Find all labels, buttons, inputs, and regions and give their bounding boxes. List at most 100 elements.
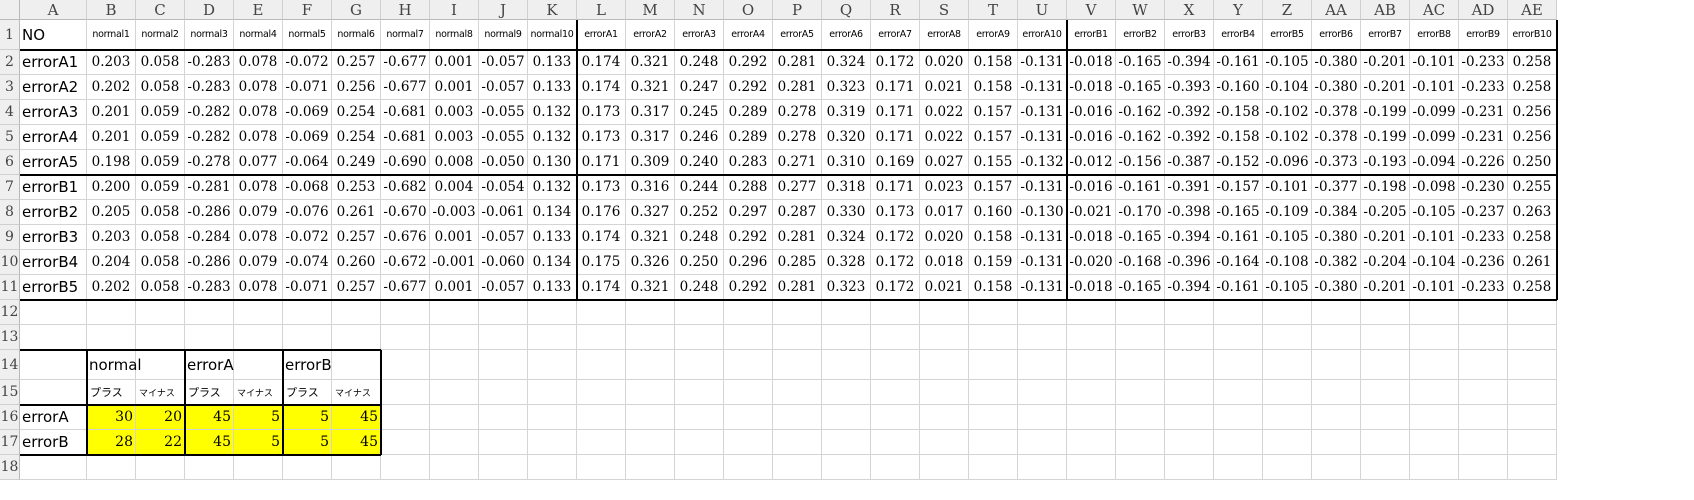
value-cell[interactable]: -0.165: [1116, 225, 1165, 250]
value-cell[interactable]: 0.244: [675, 175, 724, 200]
grid-cell[interactable]: [1459, 380, 1508, 405]
grid-cell[interactable]: [1312, 405, 1361, 430]
value-cell[interactable]: -0.131: [1018, 50, 1067, 75]
value-cell[interactable]: -0.162: [1116, 100, 1165, 125]
value-cell[interactable]: 0.321: [626, 50, 675, 75]
value-cell[interactable]: 0.281: [773, 75, 822, 100]
grid-cell[interactable]: [430, 300, 479, 325]
grid-cell[interactable]: [675, 405, 724, 430]
grid-cell[interactable]: [822, 405, 871, 430]
grid-cell[interactable]: [1312, 455, 1361, 480]
table-header-cell[interactable]: errorA5: [773, 20, 822, 50]
value-cell[interactable]: 0.172: [871, 250, 920, 275]
value-cell[interactable]: -0.101: [1410, 225, 1459, 250]
grid-cell[interactable]: [626, 430, 675, 455]
value-cell[interactable]: -0.201: [1361, 50, 1410, 75]
grid-cell[interactable]: [1459, 405, 1508, 430]
grid-cell[interactable]: [185, 325, 234, 350]
row-label-cell[interactable]: errorA4: [20, 125, 87, 150]
row-header[interactable]: 18: [0, 455, 20, 480]
value-cell[interactable]: 0.175: [577, 250, 626, 275]
row-label-cell[interactable]: errorB3: [20, 225, 87, 250]
value-cell[interactable]: 0.078: [234, 275, 283, 300]
grid-cell[interactable]: [20, 325, 87, 350]
grid-cell[interactable]: [20, 350, 87, 380]
select-all-corner[interactable]: [0, 0, 20, 20]
value-cell[interactable]: 0.289: [724, 100, 773, 125]
grid-cell[interactable]: [283, 325, 332, 350]
grid-cell[interactable]: [577, 350, 626, 380]
value-cell[interactable]: -0.105: [1410, 200, 1459, 225]
grid-cell[interactable]: [87, 300, 136, 325]
value-cell[interactable]: 0.321: [626, 225, 675, 250]
value-cell[interactable]: -0.016: [1067, 100, 1116, 125]
value-cell[interactable]: 0.078: [234, 175, 283, 200]
value-cell[interactable]: 0.003: [430, 100, 479, 125]
grid-cell[interactable]: [871, 380, 920, 405]
grid-cell[interactable]: [1459, 350, 1508, 380]
column-header[interactable]: AD: [1459, 0, 1508, 20]
value-cell[interactable]: 0.058: [136, 200, 185, 225]
value-cell[interactable]: -0.131: [1018, 275, 1067, 300]
grid-cell[interactable]: [969, 405, 1018, 430]
grid-cell[interactable]: [773, 350, 822, 380]
value-cell[interactable]: -0.099: [1410, 100, 1459, 125]
value-cell[interactable]: 0.324: [822, 225, 871, 250]
value-cell[interactable]: 0.257: [332, 225, 381, 250]
grid-cell[interactable]: [1410, 430, 1459, 455]
value-cell[interactable]: -0.072: [283, 225, 332, 250]
column-header[interactable]: E: [234, 0, 283, 20]
value-cell[interactable]: -0.682: [381, 175, 430, 200]
value-cell[interactable]: -0.130: [1018, 200, 1067, 225]
value-cell[interactable]: -0.055: [479, 100, 528, 125]
grid-cell[interactable]: [773, 405, 822, 430]
value-cell[interactable]: 0.001: [430, 75, 479, 100]
value-cell[interactable]: 0.059: [136, 175, 185, 200]
value-cell[interactable]: 0.297: [724, 200, 773, 225]
value-cell[interactable]: 0.174: [577, 50, 626, 75]
value-cell[interactable]: -0.131: [1018, 175, 1067, 200]
value-cell[interactable]: 0.058: [136, 275, 185, 300]
table-header-cell[interactable]: errorA10: [1018, 20, 1067, 50]
grid-cell[interactable]: [626, 405, 675, 430]
value-cell[interactable]: -0.057: [479, 225, 528, 250]
row-header[interactable]: 13: [0, 325, 20, 350]
grid-cell[interactable]: [822, 350, 871, 380]
value-cell[interactable]: 0.254: [332, 100, 381, 125]
value-cell[interactable]: 0.330: [822, 200, 871, 225]
row-header[interactable]: 3: [0, 75, 20, 100]
value-cell[interactable]: 0.001: [430, 275, 479, 300]
grid-cell[interactable]: [20, 455, 87, 480]
row-label-cell[interactable]: errorB5: [20, 275, 87, 300]
value-cell[interactable]: -0.068: [283, 175, 332, 200]
value-cell[interactable]: -0.099: [1410, 125, 1459, 150]
summary-sub-plus[interactable]: プラス: [185, 380, 234, 405]
grid-cell[interactable]: [871, 430, 920, 455]
summary-row-label[interactable]: errorB: [20, 430, 87, 455]
value-cell[interactable]: -0.131: [1018, 100, 1067, 125]
column-header[interactable]: AB: [1361, 0, 1410, 20]
value-cell[interactable]: -0.156: [1116, 150, 1165, 175]
row-label-cell[interactable]: errorA2: [20, 75, 87, 100]
value-cell[interactable]: -0.681: [381, 125, 430, 150]
table-header-cell[interactable]: errorA9: [969, 20, 1018, 50]
value-cell[interactable]: -0.104: [1410, 250, 1459, 275]
value-cell[interactable]: 0.171: [871, 175, 920, 200]
grid-cell[interactable]: [1508, 455, 1557, 480]
row-header[interactable]: 4: [0, 100, 20, 125]
value-cell[interactable]: 0.160: [969, 200, 1018, 225]
value-cell[interactable]: 0.292: [724, 50, 773, 75]
grid-cell[interactable]: [1018, 300, 1067, 325]
value-cell[interactable]: -0.105: [1263, 225, 1312, 250]
row-label-cell[interactable]: errorA5: [20, 150, 87, 175]
value-cell[interactable]: -0.278: [185, 150, 234, 175]
value-cell[interactable]: -0.050: [479, 150, 528, 175]
value-cell[interactable]: -0.387: [1165, 150, 1214, 175]
value-cell[interactable]: 0.258: [1508, 225, 1557, 250]
grid-cell[interactable]: [822, 325, 871, 350]
value-cell[interactable]: -0.108: [1263, 250, 1312, 275]
grid-cell[interactable]: [234, 455, 283, 480]
grid-cell[interactable]: [920, 455, 969, 480]
table-header-cell[interactable]: normal5: [283, 20, 332, 50]
grid-cell[interactable]: [1508, 405, 1557, 430]
